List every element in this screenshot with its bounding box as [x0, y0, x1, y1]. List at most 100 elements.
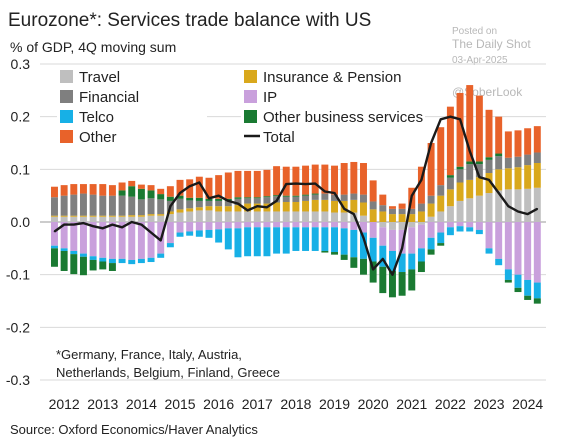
- bar-insurance: [379, 211, 387, 222]
- bar-telco: [51, 245, 58, 249]
- total-point: [92, 225, 94, 228]
- bar-other: [60, 185, 68, 196]
- bar-insurance: [157, 214, 165, 216]
- bar-other_business: [427, 249, 435, 255]
- x-tick-label: 2015: [164, 396, 195, 412]
- bar-other: [369, 180, 377, 202]
- legend-label-ip: IP: [263, 89, 277, 106]
- bar-insurance: [437, 195, 445, 212]
- bar-financial: [128, 196, 136, 216]
- bar-telco: [475, 229, 483, 235]
- bar-travel: [340, 212, 348, 222]
- bar-travel: [514, 189, 522, 222]
- bar-other: [340, 163, 348, 195]
- total-point: [82, 222, 85, 224]
- bar-financial: [475, 164, 483, 178]
- total-point: [63, 223, 65, 226]
- bar-ip: [234, 222, 242, 229]
- bar-financial: [195, 200, 203, 208]
- bar-insurance: [369, 209, 377, 222]
- x-tick-label: 2013: [87, 396, 118, 412]
- bar-travel: [51, 216, 58, 222]
- bar-financial: [99, 195, 107, 216]
- bar-financial: [388, 208, 396, 215]
- bar-other: [253, 170, 261, 198]
- bar-other_business: [360, 258, 367, 275]
- legend-label-financial: Financial: [79, 89, 139, 106]
- bar-ip: [273, 222, 281, 228]
- bar-insurance: [524, 165, 532, 189]
- bar-financial: [466, 164, 474, 180]
- bar-travel: [89, 216, 97, 222]
- footnote-line-2: Netherlands, Belgium, Finland, Greece: [56, 365, 280, 380]
- legend-bg: [57, 126, 207, 145]
- bar-telco: [360, 232, 367, 259]
- bar-insurance: [533, 163, 541, 188]
- legend-bg: [241, 86, 425, 105]
- total-point: [208, 197, 210, 200]
- total-point: [217, 194, 220, 197]
- total-line-layer: [53, 115, 539, 276]
- bar-other: [157, 188, 165, 195]
- total-point: [353, 213, 355, 215]
- bar-ip: [388, 229, 396, 251]
- bar-travel: [157, 215, 165, 222]
- bar-other: [456, 92, 464, 167]
- y-axis: 0.3 0.2 0.1 0.0 -0.1 -0.2 -0.3: [6, 56, 30, 388]
- bar-travel: [379, 222, 387, 228]
- x-tick-label: 2019: [319, 396, 350, 412]
- bar-other_business: [195, 197, 203, 201]
- bar-financial: [417, 203, 425, 212]
- bar-financial: [369, 201, 377, 210]
- bar-insurance: [475, 177, 483, 196]
- bar-financial: [456, 169, 464, 183]
- bar-travel: [253, 211, 261, 222]
- bar-travel: [446, 206, 454, 222]
- bar-other: [446, 106, 454, 176]
- total-point: [140, 223, 143, 226]
- bar-travel: [118, 216, 126, 222]
- total-point: [285, 183, 288, 185]
- bar-other_business: [118, 190, 126, 196]
- bar-other_business: [504, 279, 512, 283]
- bar-financial: [108, 195, 116, 216]
- total-point: [468, 150, 471, 152]
- legend-bg: [57, 66, 207, 85]
- bar-travel: [485, 193, 493, 222]
- bar-travel: [79, 216, 87, 222]
- watermark-posted: Posted on: [452, 26, 497, 37]
- legend-label-insurance: Insurance & Pension: [263, 69, 401, 86]
- y-tick-label: -0.1: [6, 267, 30, 283]
- bar-other_business: [466, 161, 474, 165]
- bar-ip: [302, 222, 310, 228]
- total-point: [130, 221, 133, 223]
- bar-other: [360, 163, 367, 195]
- total-point: [507, 205, 510, 207]
- bar-other_business: [79, 256, 87, 276]
- x-tick-label: 2016: [203, 396, 234, 412]
- bar-insurance: [244, 203, 252, 212]
- bar-travel: [437, 211, 445, 222]
- total-point: [159, 239, 162, 242]
- bar-financial: [118, 195, 126, 216]
- bar-other: [147, 185, 155, 191]
- bar-financial: [60, 195, 68, 216]
- bar-financial: [446, 177, 454, 190]
- total-point: [439, 118, 442, 121]
- bar-other: [379, 194, 387, 206]
- total-point: [53, 230, 56, 233]
- bar-ip: [282, 222, 290, 228]
- legend-swatch-travel: [60, 70, 73, 83]
- bar-other_business: [388, 270, 396, 298]
- bar-financial: [485, 159, 493, 174]
- bar-telco: [70, 250, 78, 255]
- bar-financial: [244, 198, 252, 204]
- bar-insurance: [456, 182, 464, 201]
- bar-other_business: [128, 186, 136, 197]
- total-point: [478, 176, 481, 179]
- bar-financial: [215, 200, 223, 207]
- legend-label-other: Other: [79, 129, 117, 146]
- legend-swatch-other: [60, 130, 73, 143]
- total-point: [449, 115, 452, 118]
- bar-travel: [108, 216, 116, 222]
